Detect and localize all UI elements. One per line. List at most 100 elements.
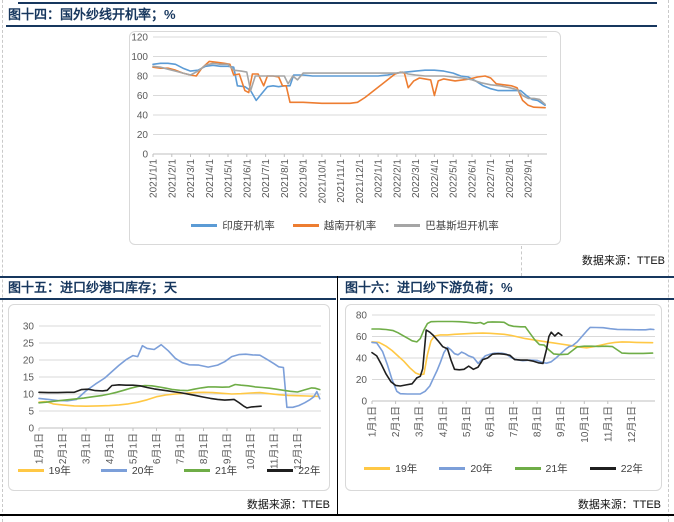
y-tick-label: 0 — [361, 397, 367, 408]
x-tick-label: 2022/4/1 — [430, 159, 441, 198]
series-line-2 — [371, 320, 654, 356]
x-tick-label: 2021/10/1 — [317, 159, 328, 204]
x-tick-label: 12月1日 — [292, 433, 304, 470]
x-tick-label: 2022/5/1 — [449, 159, 460, 198]
x-tick-label: 3月1日 — [81, 433, 93, 464]
y-tick-label: 20 — [23, 356, 35, 367]
legend-swatch — [17, 469, 44, 472]
figure-14-title-underline — [6, 25, 657, 27]
x-tick-label: 6月1日 — [151, 433, 163, 464]
legend-item-0: 印度开机率 — [191, 218, 275, 233]
y-tick-label: 0 — [142, 150, 148, 161]
legend-swatch — [100, 469, 127, 472]
legend-label: 19年 — [395, 463, 418, 475]
x-tick-label: 2021/7/1 — [261, 159, 272, 198]
series-line-3 — [371, 329, 563, 387]
x-tick-label: 2022/8/1 — [505, 159, 516, 198]
x-tick-label: 2022/7/1 — [486, 159, 497, 198]
x-tick-label: 8月1日 — [532, 406, 544, 437]
legend-swatch — [439, 467, 466, 470]
figure-16-title-underline — [340, 298, 674, 300]
x-tick-label: 11月1日 — [269, 433, 281, 469]
x-tick-label: 2021/5/1 — [224, 159, 235, 198]
x-tick-label: 2021/3/1 — [186, 159, 197, 198]
y-tick-label: 30 — [23, 322, 35, 333]
legend-swatch — [364, 467, 391, 470]
x-tick-label: 7月1日 — [175, 433, 187, 464]
x-tick-label: 2021/12/1 — [355, 159, 366, 204]
legend-item-2: 巴基斯坦开机率 — [394, 218, 499, 233]
legend-swatch — [184, 469, 210, 472]
figure-14-chart-panel[interactable]: 0 20 40 60 80 100 120 2021/1/1 2021/2/1 2021/3/1 2… — [129, 31, 561, 245]
series-line-2 — [38, 383, 321, 404]
panel-divider-line — [337, 276, 338, 514]
figure-16-chart-panel[interactable]: 0 20 40 60 80 1月1日 2月1日 3月1日 4月1日 5月1日 6月1日 7月1日 8月1… — [345, 304, 662, 491]
figure-16-source-note: 数据来源：TTEB — [577, 499, 661, 511]
series-line-0 — [38, 391, 320, 407]
legend-swatch — [292, 224, 319, 227]
x-tick-label: 2022/2/1 — [392, 159, 403, 198]
legend-label: 19年 — [48, 465, 71, 477]
series-line-1 — [371, 326, 655, 395]
figure-14-chart: 0 20 40 60 80 100 120 2021/1/1 2021/2/1 2021/3/1 2… — [131, 33, 547, 204]
x-tick-label: 5月1日 — [461, 406, 473, 437]
x-tick-label: 12月1日 — [626, 406, 638, 443]
legend-item-1: 20年 — [439, 461, 493, 476]
legend-item-3: 22年 — [589, 461, 643, 476]
x-tick-label: 3月1日 — [414, 406, 426, 437]
legend-swatch — [267, 469, 294, 472]
x-tick-label: 2021/11/1 — [336, 159, 347, 203]
legend-item-2: 21年 — [514, 461, 568, 476]
y-tick-label: 20 — [356, 375, 368, 386]
page-break-guide-left — [2, 0, 3, 522]
legend-label: 越南开机率 — [323, 220, 377, 232]
legend-label: 20年 — [131, 465, 154, 477]
x-tick-label: 2022/1/1 — [374, 159, 385, 198]
series-line-3 — [38, 384, 262, 409]
x-tick-label: 2月1日 — [57, 433, 69, 464]
x-tick-label: 2021/1/1 — [149, 159, 160, 198]
legend-swatch — [589, 467, 616, 470]
x-tick-label: 9月1日 — [222, 433, 234, 464]
y-tick-label: 40 — [356, 354, 368, 365]
y-tick-label: 40 — [137, 111, 149, 122]
series-line-0 — [371, 332, 654, 376]
x-tick-label: 10月1日 — [245, 433, 257, 470]
y-tick-label: 60 — [356, 332, 368, 343]
legend-label: 印度开机率 — [222, 220, 275, 232]
legend-swatch — [394, 224, 421, 227]
y-tick-label: 0 — [28, 424, 34, 435]
legend-swatch — [514, 467, 541, 470]
figure-15-title: 图十五：进口纱港口库存；天 — [8, 280, 178, 295]
y-tick-label: 10 — [23, 390, 35, 401]
legend-label: 21年 — [545, 463, 568, 475]
y-tick-label: 60 — [137, 91, 149, 102]
figure-15-chart-panel[interactable]: 0 5 10 15 20 25 30 1月1日 2月1日 3月1日 4月1日 5月1日 6月1日 7月1日… — [8, 304, 330, 491]
x-tick-label: 2021/9/1 — [299, 159, 310, 198]
y-tick-label: 25 — [23, 339, 35, 350]
figure-16-title: 图十六：进口纱下游负荷；% — [345, 280, 513, 295]
legend-swatch — [191, 224, 218, 227]
x-tick-label: 11月1日 — [602, 406, 614, 442]
legend-label: 巴基斯坦开机率 — [425, 220, 499, 232]
x-tick-label: 6月1日 — [484, 406, 496, 437]
legend-item-2: 21年 — [184, 463, 237, 478]
x-tick-label: 2021/6/1 — [242, 159, 253, 198]
x-tick-label: 2022/6/1 — [468, 159, 479, 198]
figure-15-legend: 19年 20年 21年 22年 — [9, 463, 329, 478]
x-tick-label: 2021/8/1 — [280, 159, 291, 198]
y-tick-label: 80 — [137, 72, 149, 83]
figure-14-legend: 印度开机率 越南开机率 巴基斯坦开机率 — [130, 218, 560, 233]
figure-14-title: 图十四：国外纱线开机率；% — [8, 7, 176, 22]
x-tick-label: 9月1日 — [555, 406, 567, 437]
legend-label: 22年 — [298, 465, 321, 477]
figure-14-source-note: 数据来源：TTEB — [581, 255, 665, 267]
x-tick-label: 8月1日 — [198, 433, 210, 464]
bottom-border-line — [0, 514, 674, 516]
x-tick-label: 4月1日 — [437, 406, 449, 437]
top-border-line — [18, 2, 657, 4]
legend-item-0: 19年 — [364, 461, 417, 476]
y-tick-label: 120 — [131, 33, 148, 44]
legend-label: 22年 — [620, 463, 643, 475]
